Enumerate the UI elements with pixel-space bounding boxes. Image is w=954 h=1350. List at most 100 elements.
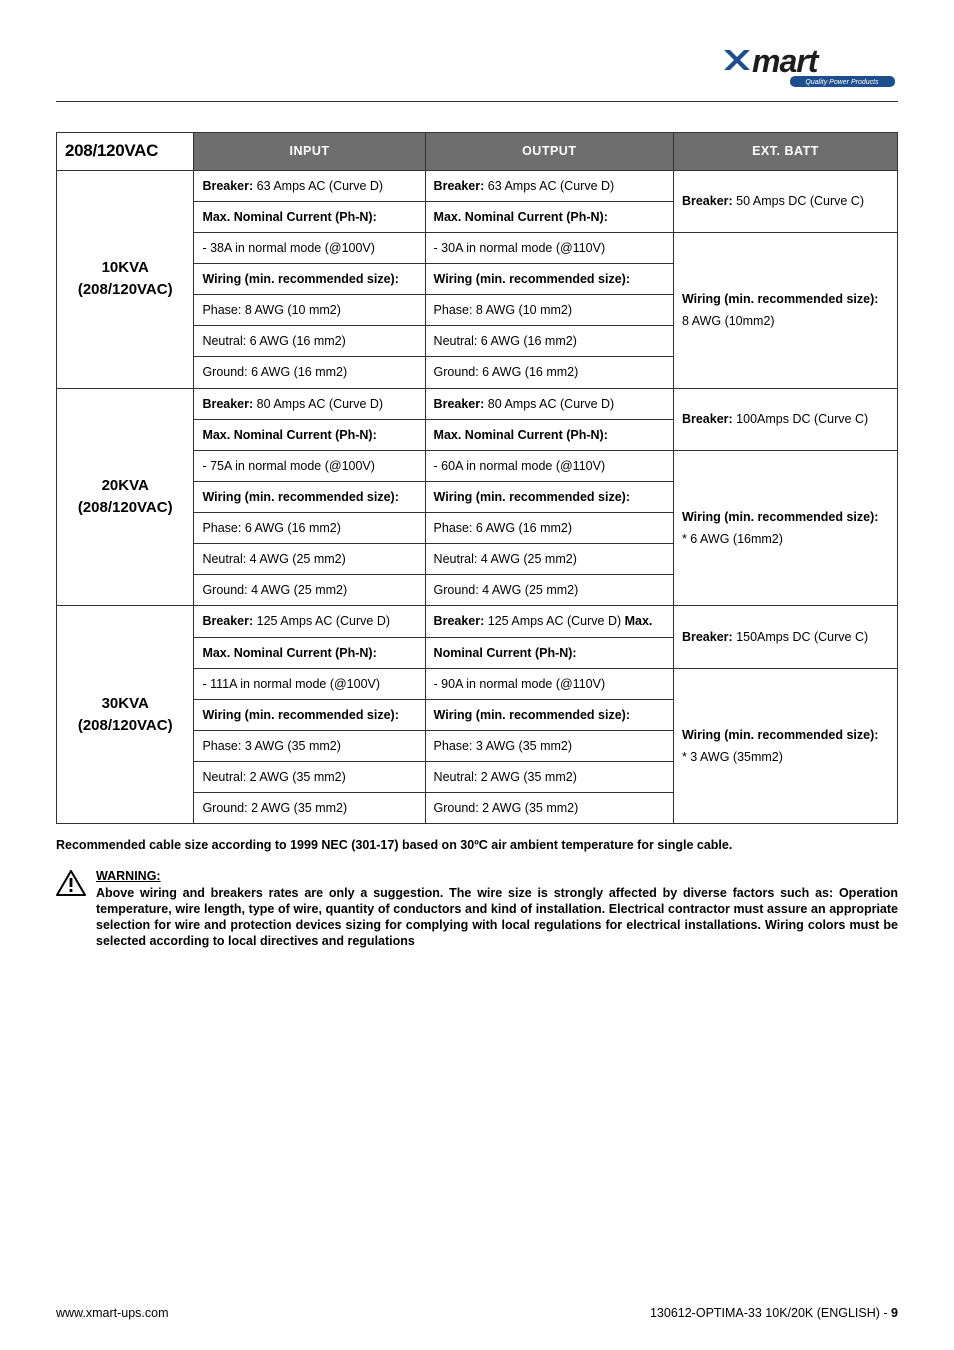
cell: Nominal Current (Ph-N): — [425, 637, 673, 668]
max-suffix: Max. — [625, 614, 653, 628]
svg-text:Quality Power Products: Quality Power Products — [805, 79, 879, 86]
svg-text:mart: mart — [752, 43, 820, 79]
cell: Ground: 6 AWG (16 mm2) — [425, 357, 673, 388]
cell: - 38A in normal mode (@100V) — [194, 232, 425, 263]
breaker-val: 63 Amps AC (Curve D) — [253, 179, 383, 193]
breaker-label: Breaker: — [202, 614, 253, 628]
spec-table: 208/120VAC INPUT OUTPUT EXT. BATT 10KVA … — [56, 132, 898, 824]
cell: Wiring (min. recommended size): — [194, 481, 425, 512]
footer-url: www.xmart-ups.com — [56, 1306, 169, 1320]
breaker-val: 80 Amps AC (Curve D) — [484, 397, 614, 411]
cell: Phase: 8 AWG (10 mm2) — [194, 295, 425, 326]
warning-title: WARNING: — [96, 869, 161, 883]
cell: Wiring (min. recommended size): — [425, 699, 673, 730]
breaker-label: Breaker: — [682, 412, 733, 426]
col-header-extbatt: EXT. BATT — [673, 133, 897, 171]
breaker-val: 50 Amps DC (Curve C) — [733, 194, 864, 208]
cell: Neutral: 6 AWG (16 mm2) — [425, 326, 673, 357]
cell: - 90A in normal mode (@110V) — [425, 668, 673, 699]
row-label-sub: (208/120VAC) — [65, 497, 185, 519]
cell: - 30A in normal mode (@110V) — [425, 232, 673, 263]
cell: Breaker: 150Amps DC (Curve C) — [673, 606, 897, 668]
cell: Ground: 4 AWG (25 mm2) — [194, 575, 425, 606]
cell: Ground: 6 AWG (16 mm2) — [194, 357, 425, 388]
breaker-label: Breaker: — [434, 397, 485, 411]
cell: Ground: 2 AWG (35 mm2) — [425, 793, 673, 824]
cell: Neutral: 2 AWG (35 mm2) — [194, 762, 425, 793]
breaker-val: 63 Amps AC (Curve D) — [484, 179, 614, 193]
cell: Breaker: 125 Amps AC (Curve D) Max. — [425, 606, 673, 637]
row-label-main: 20KVA — [65, 475, 185, 497]
cell: Max. Nominal Current (Ph-N): — [194, 637, 425, 668]
cell: Phase: 6 AWG (16 mm2) — [194, 513, 425, 544]
cell: Wiring (min. recommended size): — [425, 264, 673, 295]
breaker-label: Breaker: — [682, 630, 733, 644]
warning-block: WARNING: Above wiring and breakers rates… — [56, 868, 898, 949]
cell: Wiring (min. recommended size): — [194, 264, 425, 295]
table-corner: 208/120VAC — [57, 133, 194, 171]
cell: Neutral: 2 AWG (35 mm2) — [425, 762, 673, 793]
logo: mart Quality Power Products — [56, 40, 898, 93]
cell: Phase: 3 AWG (35 mm2) — [425, 730, 673, 761]
header-divider — [56, 101, 898, 102]
cell: Breaker: 50 Amps DC (Curve C) — [673, 170, 897, 232]
wiring-val: * 6 AWG (16mm2) — [682, 528, 889, 550]
wiring-val: * 3 AWG (35mm2) — [682, 746, 889, 768]
breaker-label: Breaker: — [434, 614, 485, 628]
page-footer: www.xmart-ups.com 130612-OPTIMA-33 10K/2… — [56, 1306, 898, 1320]
wiring-label: Wiring (min. recommended size): — [682, 724, 889, 746]
warning-body: Above wiring and breakers rates are only… — [96, 886, 898, 949]
cell: - 111A in normal mode (@100V) — [194, 668, 425, 699]
cell: Breaker: 80 Amps AC (Curve D) — [425, 388, 673, 419]
cell: Phase: 8 AWG (10 mm2) — [425, 295, 673, 326]
cell: - 75A in normal mode (@100V) — [194, 450, 425, 481]
footer-doc: 130612-OPTIMA-33 10K/20K (ENGLISH) - 9 — [650, 1306, 898, 1320]
wiring-label: Wiring (min. recommended size): — [682, 506, 889, 528]
row-label-main: 30KVA — [65, 693, 185, 715]
breaker-val: 100Amps DC (Curve C) — [733, 412, 868, 426]
note-text: Recommended cable size according to 1999… — [56, 838, 898, 852]
cell: Wiring (min. recommended size): — [425, 481, 673, 512]
cell: Neutral: 4 AWG (25 mm2) — [194, 544, 425, 575]
col-header-output: OUTPUT — [425, 133, 673, 171]
cell: Breaker: 63 Amps AC (Curve D) — [425, 170, 673, 201]
cell: Wiring (min. recommended size): 8 AWG (1… — [673, 232, 897, 388]
warning-icon — [56, 870, 86, 896]
cell: Phase: 6 AWG (16 mm2) — [425, 513, 673, 544]
cell: Neutral: 6 AWG (16 mm2) — [194, 326, 425, 357]
footer-page-number: 9 — [891, 1306, 898, 1320]
breaker-label: Breaker: — [682, 194, 733, 208]
row-label-10kva: 10KVA (208/120VAC) — [57, 170, 194, 388]
row-label-sub: (208/120VAC) — [65, 279, 185, 301]
cell: Wiring (min. recommended size): — [194, 699, 425, 730]
cell: Breaker: 125 Amps AC (Curve D) — [194, 606, 425, 637]
cell: Breaker: 80 Amps AC (Curve D) — [194, 388, 425, 419]
cell: Max. Nominal Current (Ph-N): — [425, 201, 673, 232]
cell: Ground: 2 AWG (35 mm2) — [194, 793, 425, 824]
wiring-val: 8 AWG (10mm2) — [682, 310, 889, 332]
breaker-label: Breaker: — [434, 179, 485, 193]
cell: Wiring (min. recommended size): * 6 AWG … — [673, 450, 897, 606]
row-label-20kva: 20KVA (208/120VAC) — [57, 388, 194, 606]
breaker-label: Breaker: — [202, 397, 253, 411]
breaker-val: 150Amps DC (Curve C) — [733, 630, 868, 644]
xmart-logo-icon: mart Quality Power Products — [718, 40, 898, 90]
cell: Phase: 3 AWG (35 mm2) — [194, 730, 425, 761]
cell: Wiring (min. recommended size): * 3 AWG … — [673, 668, 897, 824]
col-header-input: INPUT — [194, 133, 425, 171]
warning-text: WARNING: Above wiring and breakers rates… — [96, 868, 898, 949]
row-label-30kva: 30KVA (208/120VAC) — [57, 606, 194, 824]
cell: Breaker: 63 Amps AC (Curve D) — [194, 170, 425, 201]
cell: Max. Nominal Current (Ph-N): — [194, 201, 425, 232]
breaker-label: Breaker: — [202, 179, 253, 193]
row-label-main: 10KVA — [65, 257, 185, 279]
footer-doc-prefix: 130612-OPTIMA-33 10K/20K (ENGLISH) - — [650, 1306, 891, 1320]
cell: Neutral: 4 AWG (25 mm2) — [425, 544, 673, 575]
cell: Breaker: 100Amps DC (Curve C) — [673, 388, 897, 450]
row-label-sub: (208/120VAC) — [65, 715, 185, 737]
cell: Ground: 4 AWG (25 mm2) — [425, 575, 673, 606]
wiring-label: Wiring (min. recommended size): — [682, 288, 889, 310]
breaker-val: 125 Amps AC (Curve D) — [484, 614, 624, 628]
cell: - 60A in normal mode (@110V) — [425, 450, 673, 481]
breaker-val: 125 Amps AC (Curve D) — [253, 614, 390, 628]
